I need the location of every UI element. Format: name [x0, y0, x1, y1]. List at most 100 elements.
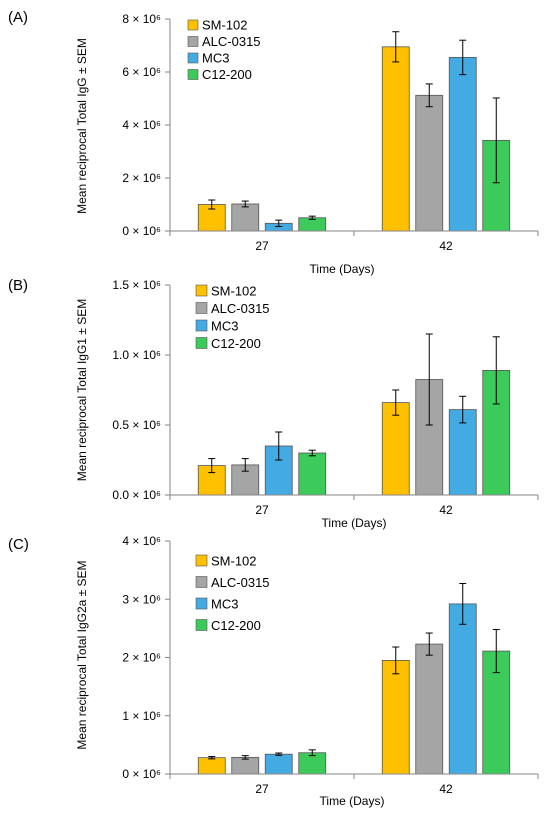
panel-label: (B)	[8, 277, 28, 294]
bar-sm-102-day-42	[381, 46, 410, 232]
legend-label: C12-200	[211, 618, 261, 633]
error-bar	[392, 389, 400, 416]
legend-swatch	[195, 337, 208, 349]
bar-alc-0315-day-42	[415, 643, 444, 775]
bars	[197, 31, 511, 232]
legend-label: MC3	[211, 597, 238, 612]
legend-label: SM-102	[202, 18, 248, 33]
error-bar	[492, 336, 500, 405]
error-bar	[492, 97, 500, 184]
error-bar	[308, 449, 316, 457]
error-bar	[241, 458, 249, 472]
x-tick-label: 27	[255, 239, 269, 253]
error-bar	[459, 39, 467, 76]
bar-sm-102-day-42	[381, 402, 410, 496]
legend-item: MC3	[195, 597, 238, 612]
bar-sm-102-day-27	[197, 757, 226, 775]
panel-label: (C)	[8, 536, 29, 553]
axes	[165, 540, 539, 779]
panel-label: (A)	[8, 9, 28, 26]
y-tick-label: 1.0 × 10⁶	[112, 348, 161, 362]
legend-label: C12-200	[211, 336, 261, 351]
x-tick-labels: 27 42	[255, 782, 453, 796]
legend-item: ALC-0315	[195, 575, 270, 590]
error-bar	[392, 646, 400, 675]
bar-mc3-day-42	[448, 57, 477, 232]
error-bar	[241, 200, 249, 208]
error-bar	[275, 219, 283, 227]
legend-swatch	[195, 302, 208, 314]
bar-mc3-day-42	[448, 409, 477, 496]
y-tick-label: 2 × 10⁶	[122, 651, 161, 665]
error-bar	[275, 431, 283, 461]
x-tick-label: 42	[439, 503, 453, 517]
axes	[165, 18, 539, 236]
bar-mc3-day-27	[264, 753, 293, 775]
x-axis-label: Time (Days)	[320, 794, 385, 808]
y-axis-label: Mean reciprocal Total IgG ± SEM	[75, 38, 89, 214]
error-bar	[208, 756, 216, 760]
bar-alc-0315-day-42	[415, 94, 444, 232]
y-tick-label: 1 × 10⁶	[122, 709, 161, 723]
y-tick-label: 4 × 10⁶	[122, 534, 161, 548]
legend-label: ALC-0315	[202, 34, 261, 49]
legend-label: SM-102	[211, 554, 257, 569]
legend-swatch	[195, 554, 208, 567]
error-bar	[275, 752, 283, 756]
y-tick-labels: 0.0 × 10⁶ 0.5 × 10⁶ 1.0 × 10⁶ 1.5 × 10⁶	[112, 278, 161, 502]
y-tick-label: 4 × 10⁶	[122, 118, 161, 132]
legend-item: ALC-0315	[187, 34, 261, 49]
y-tick-label: 3 × 10⁶	[122, 592, 161, 606]
legend-swatch	[187, 19, 199, 31]
error-bar	[459, 583, 467, 625]
y-tick-label: 0.0 × 10⁶	[112, 488, 161, 502]
error-bar	[392, 31, 400, 63]
legend-label: C12-200	[202, 67, 252, 82]
legend-label: MC3	[202, 51, 229, 66]
x-tick-label: 27	[255, 503, 269, 517]
x-tick-labels: 27 42	[255, 239, 453, 253]
legend-label: SM-102	[211, 284, 257, 299]
error-bar	[425, 632, 433, 656]
bars	[197, 583, 511, 775]
y-axis-label: Mean reciprocal Total IgG1 ± SEM	[75, 299, 89, 481]
x-tick-label: 42	[439, 239, 453, 253]
error-bar	[208, 199, 216, 210]
legend-label: MC3	[211, 319, 238, 334]
y-tick-label: 0 × 10⁶	[122, 767, 161, 781]
legend-item: ALC-0315	[195, 301, 270, 316]
error-bar	[492, 629, 500, 674]
axes	[165, 284, 539, 500]
legend-swatch	[195, 319, 208, 332]
error-bar	[308, 749, 316, 757]
legend-item: SM-102	[195, 554, 257, 569]
bar-c12-200-day-27	[298, 452, 327, 496]
legend-item: C12-200	[187, 67, 252, 82]
bar-alc-0315-day-27	[231, 203, 260, 232]
legend-item: MC3	[187, 51, 229, 66]
legend-swatch	[195, 576, 208, 588]
legend-label: ALC-0315	[211, 575, 270, 590]
bar-alc-0315-day-27	[231, 756, 260, 775]
legend-swatch	[187, 36, 199, 47]
x-axis-label: Time (Days)	[310, 262, 375, 276]
legend-item: C12-200	[195, 336, 261, 351]
error-bar	[208, 458, 216, 474]
error-bar	[241, 755, 249, 760]
legend: SM-102 ALC-0315 MC3 C12-200	[195, 284, 270, 351]
chart-panel-b: (B) Mean reciprocal Total IgG1 ± SEM Tim…	[8, 277, 539, 530]
legend-swatch	[195, 619, 208, 631]
chart-panel-c: (C) Mean reciprocal Total IgG2a ± SEM Ti…	[8, 534, 539, 808]
legend-swatch	[187, 52, 199, 64]
y-tick-label: 6 × 10⁶	[122, 65, 161, 79]
x-tick-label: 42	[439, 782, 453, 796]
legend: SM-102 ALC-0315 MC3 C12-200	[195, 554, 270, 633]
y-tick-label: 0.5 × 10⁶	[112, 418, 161, 432]
error-bar	[425, 83, 433, 108]
error-bar	[425, 333, 433, 426]
chart-panel-a: (A) Mean reciprocal Total IgG ± SEM Time…	[8, 9, 539, 276]
y-tick-labels: 0 × 10⁶ 2 × 10⁶ 4 × 10⁶ 6 × 10⁶ 8 × 10⁶	[122, 12, 161, 238]
bar-mc3-day-42	[448, 603, 477, 775]
